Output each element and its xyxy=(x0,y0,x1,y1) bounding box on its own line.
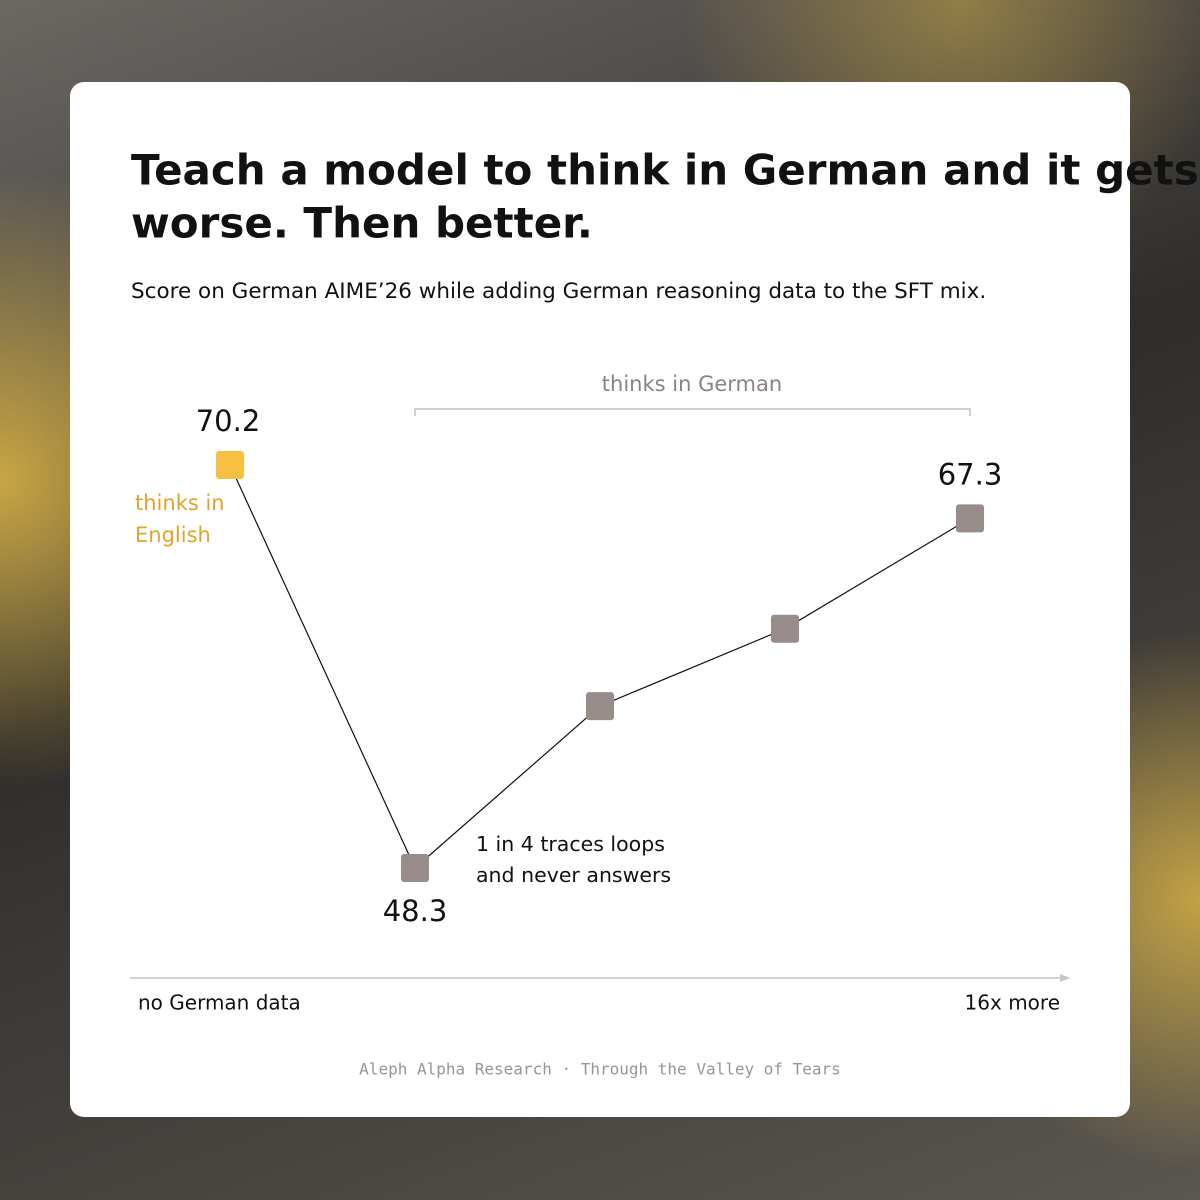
point xyxy=(401,854,429,882)
annotation: thinks in xyxy=(135,491,225,515)
chart-title: worse. Then better. xyxy=(131,199,593,248)
chart-subtitle: Score on German AIME’26 while adding Ger… xyxy=(131,279,986,304)
annotation: English xyxy=(135,523,211,547)
annotation: thinks in German xyxy=(602,372,782,396)
value-label: 48.3 xyxy=(383,894,448,928)
annotation: and never answers xyxy=(476,863,671,887)
x-tick-label: 16x more xyxy=(965,991,1060,1015)
source: Aleph Alpha Research · Through the Valle… xyxy=(359,1060,841,1079)
point xyxy=(216,451,244,479)
point xyxy=(586,692,614,721)
point xyxy=(771,614,799,643)
value-label: 70.2 xyxy=(196,404,261,438)
value-label: 67.3 xyxy=(938,457,1003,491)
x-axis-arrow xyxy=(1060,974,1070,982)
bracket xyxy=(414,408,971,416)
x-tick-label: no German data xyxy=(138,991,301,1015)
card xyxy=(70,82,1130,1117)
annotation: 1 in 4 traces loops xyxy=(476,832,665,856)
chart-title: Teach a model to think in German and it … xyxy=(131,146,1199,195)
point xyxy=(956,504,984,533)
